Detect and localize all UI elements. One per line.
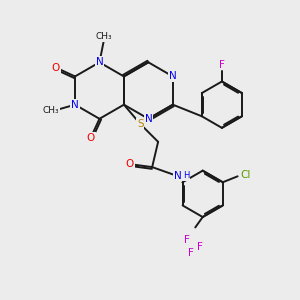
Text: N: N (96, 57, 103, 67)
Text: N: N (169, 71, 177, 81)
Text: F: F (184, 235, 190, 245)
Text: S: S (137, 119, 144, 129)
Text: F: F (188, 248, 194, 258)
Text: F: F (219, 59, 225, 70)
Text: N: N (174, 171, 181, 181)
Text: N: N (145, 114, 152, 124)
Text: Cl: Cl (241, 170, 251, 180)
Text: O: O (126, 159, 134, 169)
Text: H: H (183, 171, 190, 180)
Text: CH₃: CH₃ (42, 106, 59, 115)
Text: CH₃: CH₃ (96, 32, 112, 41)
Text: O: O (52, 62, 60, 73)
Text: N: N (71, 100, 79, 110)
Text: O: O (86, 133, 95, 143)
Text: F: F (197, 242, 203, 252)
